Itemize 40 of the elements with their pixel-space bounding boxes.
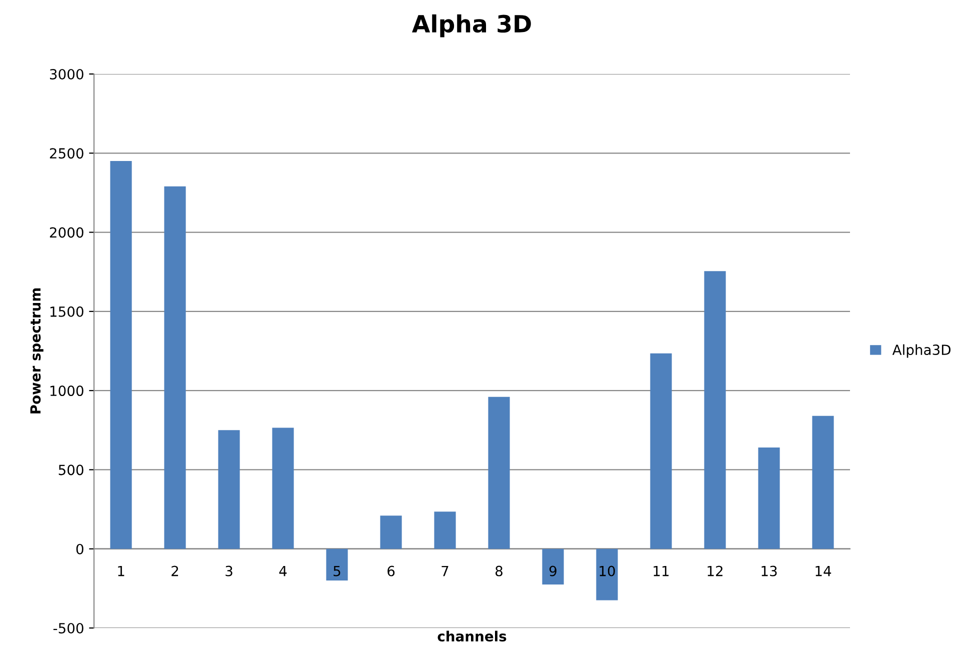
bar [272,428,294,549]
bar [812,416,834,549]
bar [380,516,402,549]
y-tick-label: 2000 [50,227,84,238]
y-tick-label: 0 [76,544,84,554]
x-axis-title: channels [438,630,506,642]
x-tick-label: 11 [654,566,669,576]
bar [110,161,132,549]
x-tick-label: 5 [334,566,340,576]
x-tick-label: 4 [279,566,287,576]
x-tick-label: 13 [762,566,777,576]
y-tick-label: 1500 [50,306,84,317]
legend-label: Alpha3D [892,344,950,358]
y-tick-label: 3000 [50,68,84,80]
x-tick-label: 10 [600,566,615,576]
y-tick-label: 1000 [50,386,84,396]
x-tick-label: 7 [442,566,448,576]
bar [758,448,780,549]
y-tick-label: 500 [58,464,84,476]
x-tick-label: 6 [388,566,395,576]
x-tick-label: 12 [708,566,722,576]
bar [164,186,186,549]
bar [542,548,564,584]
y-axis-title: Power spectrum [30,288,44,414]
bar [596,548,618,600]
x-tick-label: 14 [816,566,832,576]
y-tick-label: -500 [53,622,84,634]
chart-title: Alpha 3D [412,14,531,38]
bar [326,548,348,581]
x-tick-label: 8 [496,566,502,576]
x-tick-label: 9 [549,566,556,576]
bar [434,512,456,549]
bar [650,353,672,549]
bar [218,430,240,549]
y-tick-label: 2500 [50,148,84,159]
x-tick-label: 3 [226,566,232,576]
x-tick-label: 2 [172,566,178,576]
x-tick-label: 1 [118,566,124,576]
bar [488,396,510,549]
bar [704,271,726,549]
